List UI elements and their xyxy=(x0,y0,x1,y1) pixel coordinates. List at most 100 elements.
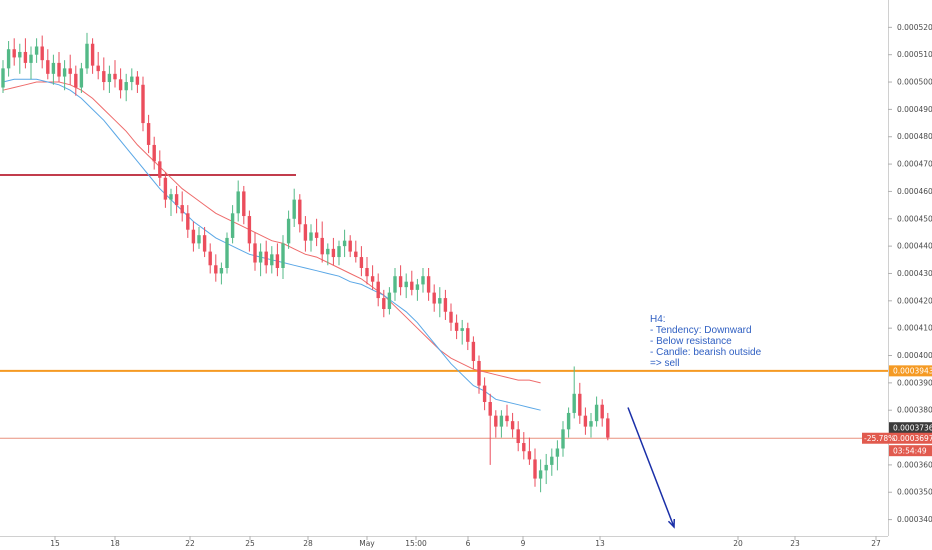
candle-body xyxy=(466,328,470,342)
candle-body xyxy=(219,268,224,274)
candle-body xyxy=(264,251,268,266)
candle xyxy=(51,54,56,85)
candle xyxy=(348,235,352,258)
candle-body xyxy=(443,298,448,312)
candle xyxy=(146,114,151,154)
candle-body xyxy=(191,229,196,244)
candle xyxy=(370,265,375,290)
candle-body xyxy=(68,68,72,74)
candle-body xyxy=(96,65,100,72)
price-badge-label: 0.00039439 xyxy=(893,367,932,376)
candle xyxy=(449,303,453,331)
annotation: H4:- Tendency: Downward- Below resistanc… xyxy=(650,314,762,369)
candle xyxy=(113,60,117,88)
candles xyxy=(1,32,610,493)
candle-body xyxy=(550,456,554,465)
candle xyxy=(292,188,296,227)
candle xyxy=(410,270,414,296)
candle-body xyxy=(544,464,548,471)
candle-body xyxy=(225,237,229,268)
candle xyxy=(275,243,280,277)
candle xyxy=(29,46,33,80)
candle xyxy=(387,287,392,315)
candle-body xyxy=(214,265,218,274)
candle-body xyxy=(174,194,179,206)
candle xyxy=(158,150,162,186)
candle-body xyxy=(1,68,5,88)
y-tick-label: 0.00045000 xyxy=(897,214,932,223)
candle xyxy=(544,453,548,485)
candle-body xyxy=(432,292,436,304)
candle xyxy=(499,410,504,438)
candle-body xyxy=(600,404,604,419)
x-tick-label: 9 xyxy=(521,539,526,548)
candle xyxy=(225,232,229,274)
y-tick-label: 0.00044000 xyxy=(897,242,932,251)
candle-body xyxy=(533,459,537,479)
candle xyxy=(606,412,610,441)
candle xyxy=(438,287,442,318)
candle-body xyxy=(163,177,168,200)
candle-body xyxy=(410,281,414,290)
candle-body xyxy=(23,51,28,63)
candle-body xyxy=(6,49,11,69)
candle-body xyxy=(594,404,599,422)
candle xyxy=(46,49,50,80)
candle-body xyxy=(320,237,324,255)
candle-body xyxy=(387,292,392,310)
candle xyxy=(208,243,212,274)
price-badge-label: 03:54:49 xyxy=(893,446,927,455)
candle-body xyxy=(583,415,588,427)
candle-body xyxy=(298,199,302,225)
annotation-line: - Candle: bearish outside xyxy=(650,347,762,358)
x-tick-label: 25 xyxy=(245,539,255,548)
candle-body xyxy=(102,71,106,83)
y-tick-label: 0.00040000 xyxy=(897,351,932,360)
change-badge: -25.78% xyxy=(862,432,895,444)
candle xyxy=(174,185,179,214)
candle-body xyxy=(331,248,336,258)
candle xyxy=(359,246,364,277)
x-tick-label: 20 xyxy=(733,539,743,548)
candle xyxy=(320,221,324,263)
candle xyxy=(180,191,184,222)
candle xyxy=(79,62,84,93)
candle xyxy=(516,421,520,452)
candle-body xyxy=(29,54,33,63)
candle-body xyxy=(281,243,285,268)
candle xyxy=(443,289,448,320)
candle-body xyxy=(253,243,257,263)
candle-body xyxy=(51,62,56,74)
candle-body xyxy=(46,60,50,74)
candle-body xyxy=(538,470,543,479)
candle xyxy=(236,180,240,222)
candle xyxy=(376,273,380,307)
candle-body xyxy=(124,82,128,91)
candle-body xyxy=(482,385,487,402)
candle-body xyxy=(236,191,240,214)
candle-body xyxy=(303,224,308,241)
x-tick-label: 15 xyxy=(50,539,60,548)
candle-body xyxy=(57,62,61,77)
y-tick-label: 0.00047000 xyxy=(897,160,932,169)
candle xyxy=(393,268,397,301)
candle-body xyxy=(107,73,112,83)
candle-body xyxy=(421,276,425,285)
y-tick-label: 0.00050000 xyxy=(897,78,932,87)
price-axis: 0.00034000 0.00035000 0.00036000 0.00038000… xyxy=(888,23,932,524)
y-tick-label: 0.00035000 xyxy=(897,488,932,497)
candle xyxy=(281,235,285,279)
candle-body xyxy=(555,448,560,457)
candle-body xyxy=(572,393,576,413)
candle xyxy=(600,399,604,427)
candle-body xyxy=(208,251,212,266)
candle xyxy=(169,188,173,217)
candle xyxy=(522,432,526,460)
candle xyxy=(314,218,319,247)
candle-body xyxy=(62,68,67,77)
candle xyxy=(191,221,196,252)
candle xyxy=(23,38,28,69)
candle-body xyxy=(118,79,123,91)
